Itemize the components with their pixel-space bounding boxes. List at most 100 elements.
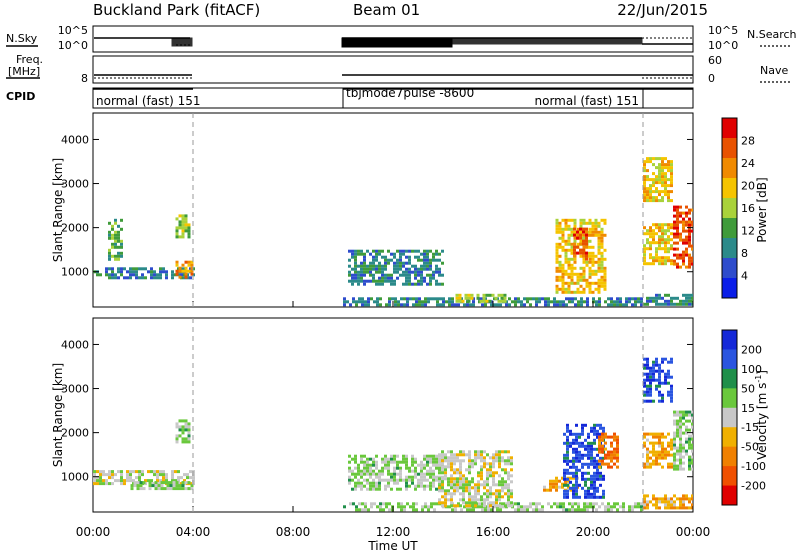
heatmap-cell <box>658 238 661 242</box>
heatmap-cell <box>405 487 408 491</box>
heatmap-cell <box>415 508 418 512</box>
heatmap-cell <box>432 472 435 476</box>
heatmap-cell <box>429 282 432 286</box>
heatmap-cell <box>673 235 676 239</box>
heatmap-cell <box>573 239 577 243</box>
heatmap-cell <box>637 505 640 509</box>
heatmap-cell <box>424 300 427 304</box>
heatmap-cell <box>177 479 180 483</box>
heatmap-cell <box>108 251 111 255</box>
heatmap-cell <box>495 495 498 499</box>
heatmap-cell <box>132 270 135 274</box>
heatmap-cell <box>157 484 161 488</box>
heatmap-cell <box>658 381 661 385</box>
heatmap-cell <box>588 281 592 285</box>
heatmap-cell <box>649 432 652 436</box>
heatmap-cell <box>667 199 670 203</box>
heatmap-cell <box>405 457 408 461</box>
heatmap-cell <box>688 211 691 215</box>
heatmap-cell <box>429 264 432 268</box>
heatmap-cell <box>664 256 667 260</box>
heatmap-cell <box>181 419 185 423</box>
heatmap-cell <box>462 501 465 505</box>
colorbar-swatch <box>722 466 737 487</box>
heatmap-cell <box>483 498 486 502</box>
heatmap-cell <box>616 456 619 460</box>
heatmap-cell <box>573 218 577 222</box>
heatmap-cell <box>495 450 498 454</box>
heatmap-cell <box>604 505 607 509</box>
heatmap-cell <box>604 462 607 466</box>
heatmap-cell <box>483 480 486 484</box>
heatmap-cell <box>673 455 676 459</box>
heatmap-cell <box>187 487 191 491</box>
heatmap-cell <box>160 481 164 485</box>
heatmap-cell <box>682 500 685 504</box>
heatmap-cell <box>685 299 688 303</box>
y-tick-label: 3000 <box>61 383 89 396</box>
heatmap-cell <box>691 461 693 465</box>
heatmap-cell <box>190 272 194 276</box>
heatmap-cell <box>435 454 438 458</box>
heatmap-cell <box>664 232 667 236</box>
heatmap-cell <box>676 449 679 453</box>
heatmap-cell <box>120 482 123 486</box>
heatmap-cell <box>501 480 504 484</box>
heatmap-cell <box>552 482 555 486</box>
heatmap-cell <box>649 157 652 161</box>
heatmap-cell <box>375 279 378 283</box>
heatmap-cell <box>457 303 460 307</box>
heatmap-cell <box>616 508 619 512</box>
heatmap-cell <box>93 479 96 483</box>
heatmap-cell <box>575 456 578 460</box>
heatmap-cell <box>366 267 369 271</box>
heatmap-cell <box>390 475 393 479</box>
heatmap-cell <box>566 495 569 499</box>
heatmap-cell <box>376 300 379 304</box>
heatmap-cell <box>643 390 646 394</box>
heatmap-cell <box>584 423 587 427</box>
heatmap-cell <box>429 472 432 476</box>
heatmap-cell <box>555 476 558 480</box>
heatmap-cell <box>501 456 504 460</box>
heatmap-cell <box>588 251 592 255</box>
heatmap-cell <box>147 470 150 474</box>
heatmap-cell <box>423 475 426 479</box>
heatmap-cell <box>567 248 571 252</box>
heatmap-cell <box>581 474 584 478</box>
heatmap-cell <box>555 251 559 255</box>
heatmap-cell <box>664 293 667 297</box>
heatmap-cell <box>561 275 565 279</box>
heatmap-cell <box>664 302 667 306</box>
heatmap-cell <box>691 494 693 498</box>
heatmap-cell <box>613 505 616 509</box>
heatmap-cell <box>691 449 693 453</box>
heatmap-cell <box>357 252 360 256</box>
heatmap-cell <box>138 479 141 483</box>
heatmap-cell <box>396 460 399 464</box>
heatmap-cell <box>381 267 384 271</box>
heatmap-cell <box>652 378 655 382</box>
heatmap-cell <box>661 256 664 260</box>
heatmap-cell <box>585 245 588 249</box>
heatmap-cell <box>378 484 381 488</box>
heatmap-cell <box>453 456 456 460</box>
heatmap-cell <box>676 467 679 471</box>
heatmap-cell <box>171 473 174 477</box>
heatmap-cell <box>582 269 586 273</box>
heatmap-cell <box>364 303 367 307</box>
heatmap-cell <box>602 456 605 460</box>
heatmap-cell <box>472 508 475 512</box>
heatmap-cell <box>501 486 504 490</box>
heatmap-cell <box>505 502 508 506</box>
heatmap-cell <box>352 300 355 304</box>
colorbar-swatch <box>722 118 737 139</box>
heatmap-cell <box>688 244 691 248</box>
heatmap-cell <box>603 218 607 222</box>
heatmap-cell <box>676 220 679 224</box>
heatmap-cell <box>363 255 366 259</box>
heatmap-cell <box>358 300 361 304</box>
heatmap-cell <box>186 476 189 480</box>
heatmap-cell <box>591 269 595 273</box>
heatmap-cell <box>564 248 568 252</box>
